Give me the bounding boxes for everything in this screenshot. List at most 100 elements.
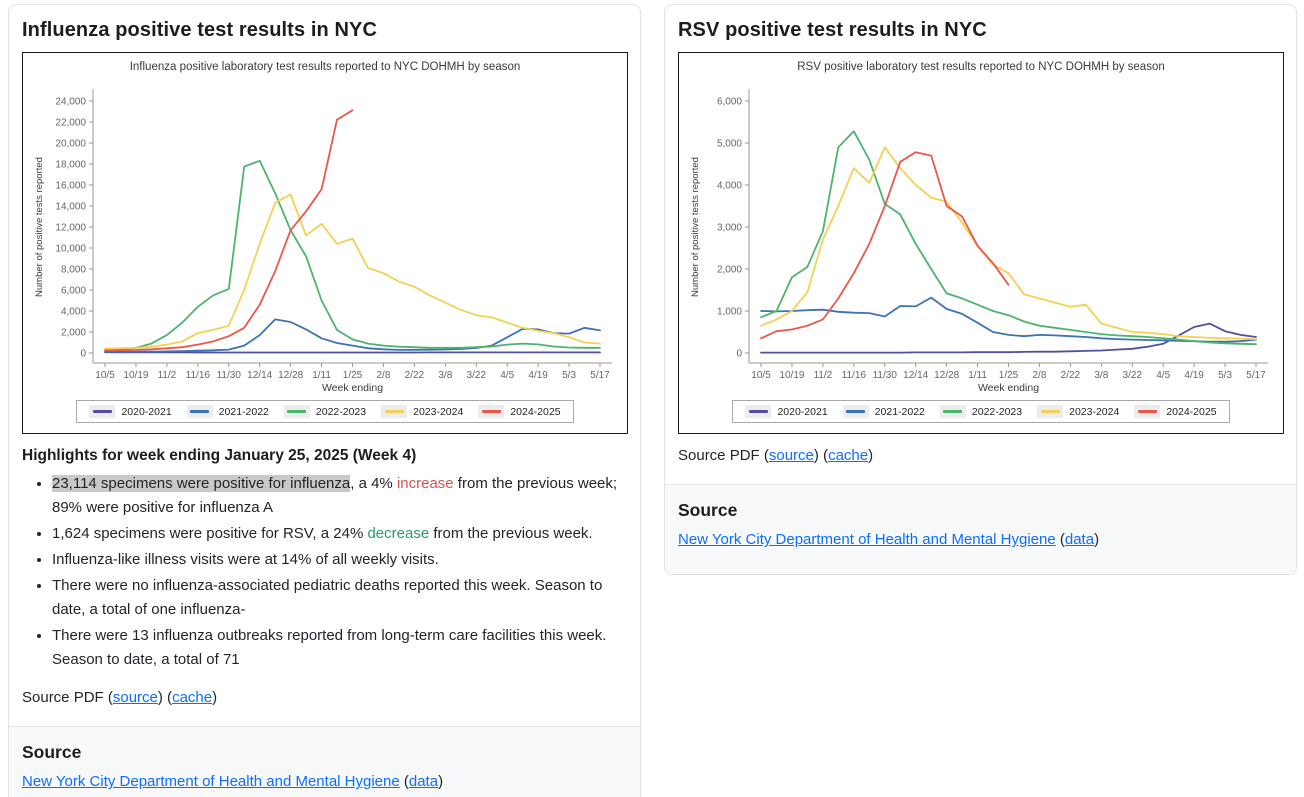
rsv-card-body: RSV positive test results in NYC RSV pos… [665,5,1296,484]
svg-text:24,000: 24,000 [55,97,86,108]
text-run: ( [1055,531,1065,549]
svg-text:5/17: 5/17 [590,370,610,381]
svg-text:0: 0 [736,349,742,360]
influenza-source-footer: Source New York City Department of Healt… [9,726,640,797]
legend-label: 2021-2022 [874,405,925,418]
legend-item-2021-2022[interactable]: 2021-2022 [842,405,925,419]
svg-text:14,000: 14,000 [55,202,86,213]
legend-line-icon [186,405,213,419]
svg-text:4/19: 4/19 [1184,370,1204,381]
text-run: Source PDF ( [22,689,113,707]
svg-text:6,000: 6,000 [61,286,86,297]
svg-text:4,000: 4,000 [717,181,742,192]
legend-line-swatch [846,410,866,413]
source-data-link[interactable]: data [408,773,439,791]
legend-line-swatch [384,410,404,413]
legend-label: 2023-2024 [1069,405,1120,418]
svg-text:2/22: 2/22 [405,370,425,381]
svg-text:1,000: 1,000 [717,307,742,318]
source-pdf-line: Source PDF (source) (cache) [678,447,1284,464]
legend-item-2024-2025[interactable]: 2024-2025 [478,405,561,419]
influenza-card-body: Influenza positive test results in NYC I… [9,5,640,726]
series-line-2024-2025 [104,109,354,352]
legend-line-swatch [1137,410,1157,413]
text-run: 1,624 specimens were positive for RSV, a… [52,525,368,543]
svg-text:3/8: 3/8 [1094,370,1108,381]
text-run: ) [212,689,218,707]
svg-text:3,000: 3,000 [717,223,742,234]
legend-label: 2022-2023 [971,405,1023,418]
legend-label: 2020-2021 [777,405,828,418]
legend-label: 2024-2025 [510,405,561,418]
source-data-link[interactable]: data [1064,531,1095,549]
series-line-2021-2022 [760,296,1257,343]
svg-text:18,000: 18,000 [55,160,86,171]
svg-text:3/8: 3/8 [438,370,452,381]
series-line-2020-2021 [760,322,1257,354]
legend-item-2020-2021[interactable]: 2020-2021 [89,405,172,419]
svg-text:5/3: 5/3 [1218,370,1232,381]
svg-text:1/11: 1/11 [312,370,331,381]
text-run: Source PDF ( [678,447,769,465]
svg-text:4,000: 4,000 [61,307,86,318]
svg-text:10/5: 10/5 [751,370,771,381]
svg-text:6,000: 6,000 [717,97,742,108]
svg-text:5/17: 5/17 [1246,370,1266,381]
source-pdf-source-link[interactable]: source [768,447,814,465]
svg-text:16,000: 16,000 [55,181,86,192]
legend-line-swatch [190,410,210,413]
svg-text:5,000: 5,000 [717,139,742,150]
legend-item-2022-2023[interactable]: 2022-2023 [283,405,366,419]
text-run: ) ( [813,447,829,465]
legend-item-2022-2023[interactable]: 2022-2023 [939,405,1023,419]
legend-line-icon [1037,405,1064,419]
legend-item-2023-2024[interactable]: 2023-2024 [1037,405,1120,419]
svg-text:11/2: 11/2 [814,370,833,381]
legend-item-2024-2025[interactable]: 2024-2025 [1134,405,1217,419]
legend-item-2023-2024[interactable]: 2023-2024 [381,405,464,419]
highlight-bullet: There were no influenza-associated pedia… [52,574,628,622]
legend-line-swatch [92,410,112,413]
legend-label: 2020-2021 [121,405,172,418]
svg-text:12/14: 12/14 [903,370,928,381]
legend-item-2020-2021[interactable]: 2020-2021 [745,405,828,419]
source-pdf-cache-link[interactable]: cache [828,447,869,465]
influenza-chart-frame: Influenza positive laboratory test resul… [22,52,628,435]
red-text: increase [396,475,454,493]
highlight-bullet: 1,624 specimens were positive for RSV, a… [52,522,628,546]
highlight-text: 23,114 specimens were positive for influ… [52,475,351,493]
source-pdf-source-link[interactable]: source [112,689,158,707]
legend-line-swatch [748,410,768,413]
svg-text:5/3: 5/3 [562,370,576,381]
svg-text:10/5: 10/5 [95,370,115,381]
text-run: , a 4% [350,475,397,493]
source-pdf-line: Source PDF (source) (cache) [22,689,628,706]
legend-item-2021-2022[interactable]: 2021-2022 [186,405,269,419]
rsv-chart: 0 1,000 2,000 3,000 4,000 5,000 6,000 10/5 10/19… [690,89,1268,394]
svg-text:2/8: 2/8 [376,370,390,381]
svg-text:1/25: 1/25 [343,370,363,381]
legend-line-icon [745,405,772,419]
rsv-source-footer: Source New York City Department of Healt… [665,484,1296,575]
legend-label: 2023-2024 [413,405,464,418]
highlights-title: Highlights for week ending January 25, 2… [22,447,417,465]
source-org-link[interactable]: New York City Department of Health and M… [678,531,1056,549]
svg-text:11/30: 11/30 [217,370,242,381]
y-axis-label: Number of positive tests reported [690,157,701,297]
svg-text:2,000: 2,000 [717,265,742,276]
svg-text:1/25: 1/25 [999,370,1019,381]
x-axis-label: Week ending [322,382,383,393]
source-line: New York City Department of Health and M… [22,773,627,790]
svg-text:10/19: 10/19 [123,370,148,381]
legend-line-swatch [1040,410,1060,413]
legend-line-swatch [287,410,307,413]
svg-text:11/16: 11/16 [842,370,867,381]
source-pdf-cache-link[interactable]: cache [172,689,213,707]
svg-text:2/22: 2/22 [1061,370,1081,381]
influenza-card: Influenza positive test results in NYC I… [8,4,641,797]
source-org-link[interactable]: New York City Department of Health and M… [22,773,400,791]
text-run: There were no influenza-associated pedia… [52,577,603,619]
text-run: ) ( [157,689,173,707]
series-line-2023-2024 [104,193,601,350]
